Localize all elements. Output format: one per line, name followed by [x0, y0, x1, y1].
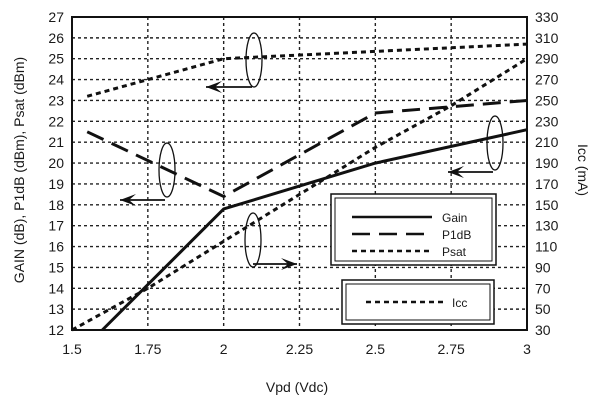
series-line-psat: [86, 42, 528, 98]
y-left-tick-label: 24: [48, 72, 64, 88]
legend-label-icc: Icc: [452, 296, 467, 310]
y-right-tick-label: 50: [535, 301, 551, 317]
y-left-tick-label: 14: [48, 280, 64, 296]
y-left-tick-label: 13: [48, 301, 64, 317]
y-right-tick-label: 270: [535, 72, 559, 88]
legend-box: [330, 193, 497, 266]
legend-label-gain: Gain: [442, 211, 467, 225]
indicator-arrowhead: [206, 81, 222, 93]
series-line-gain: [101, 128, 528, 332]
legend-inner-frame: [345, 283, 491, 321]
y-left-tick-label: 22: [48, 113, 64, 129]
y-left-tick-label: 15: [48, 259, 64, 275]
legend-box: [341, 279, 495, 325]
y-left-tick-label: 21: [48, 134, 64, 150]
x-tick-label: 2.25: [286, 341, 313, 357]
y-right-tick-label: 30: [535, 322, 551, 338]
y-right-tick-label: 210: [535, 134, 559, 150]
legend-inner-frame: [334, 197, 493, 262]
indicator-left-psat: [206, 32, 263, 93]
y-right-tick-label: 250: [535, 92, 559, 108]
y-left-tick-label: 17: [48, 218, 64, 234]
plot-frame: [71, 16, 528, 331]
series-line-icc: [71, 57, 528, 332]
indicator-right-icc: [244, 212, 297, 270]
y-right-tick-label: 190: [535, 155, 559, 171]
indicator-ellipse: [158, 142, 176, 198]
legend-label-psat: Psat: [442, 245, 467, 259]
x-axis-label: Vpd (Vdc): [266, 379, 328, 395]
y-left-tick-label: 20: [48, 155, 64, 171]
indicator-ellipse: [486, 115, 504, 171]
axes: 1.5 1.75 2 2.25 2.5 2.75 3 12 13 14 15 16 17 18 19 20 21…: [48, 9, 558, 357]
y-left-tick-label: 27: [48, 9, 64, 25]
y-left-tick-label: 25: [48, 51, 64, 67]
y-right-tick-label: 130: [535, 218, 559, 234]
indicator-ellipse: [245, 32, 263, 88]
x-tick-label: 2: [220, 341, 228, 357]
indicator-arrowhead: [281, 258, 297, 270]
y-axis-label-left: GAIN (dB), P1dB (dBm), Psat (dBm): [11, 57, 27, 283]
y-right-tick-label: 90: [535, 259, 551, 275]
y-right-tick-label: 310: [535, 30, 559, 46]
y-right-tick-label: 330: [535, 9, 559, 25]
y-right-tick-label: 110: [535, 239, 558, 255]
y-left-tick-label: 18: [48, 197, 64, 213]
legend-icc: Icc: [341, 279, 495, 325]
indicator-arrowhead: [448, 166, 464, 178]
y-right-tick-label: 230: [535, 113, 559, 129]
y-right-tick-label: 170: [535, 176, 559, 192]
x-tick-label: 2.5: [366, 341, 386, 357]
y-left-tick-label: 23: [48, 92, 64, 108]
indicator-ellipse: [244, 212, 262, 268]
legends: Gain P1dB Psat Icc: [330, 193, 497, 325]
x-tick-label: 1.5: [62, 341, 82, 357]
indicator-left-gain: [448, 115, 504, 178]
y-right-tick-label: 70: [535, 280, 551, 296]
y-left-tick-label: 16: [48, 239, 64, 255]
legend-label-p1db: P1dB: [442, 228, 471, 242]
series-line-p1db: [86, 99, 528, 199]
y-right-tick-label: 290: [535, 51, 559, 67]
y-axis-label-right: Icc (mA): [575, 144, 589, 196]
legend-gain-p1db-psat: Gain P1dB Psat: [330, 193, 497, 266]
y-right-tick-label: 150: [535, 197, 559, 213]
axis-indicators: [120, 32, 504, 270]
y-left-tick-label: 19: [48, 176, 64, 192]
y-left-tick-label: 26: [48, 30, 64, 46]
x-tick-label: 2.75: [438, 341, 465, 357]
x-tick-label: 1.75: [134, 341, 161, 357]
indicator-left-p1db: [120, 142, 176, 206]
y-left-tick-label: 12: [48, 322, 64, 338]
indicator-arrowhead: [120, 194, 136, 206]
series-lines: [71, 42, 528, 332]
x-tick-label: 3: [523, 341, 531, 357]
